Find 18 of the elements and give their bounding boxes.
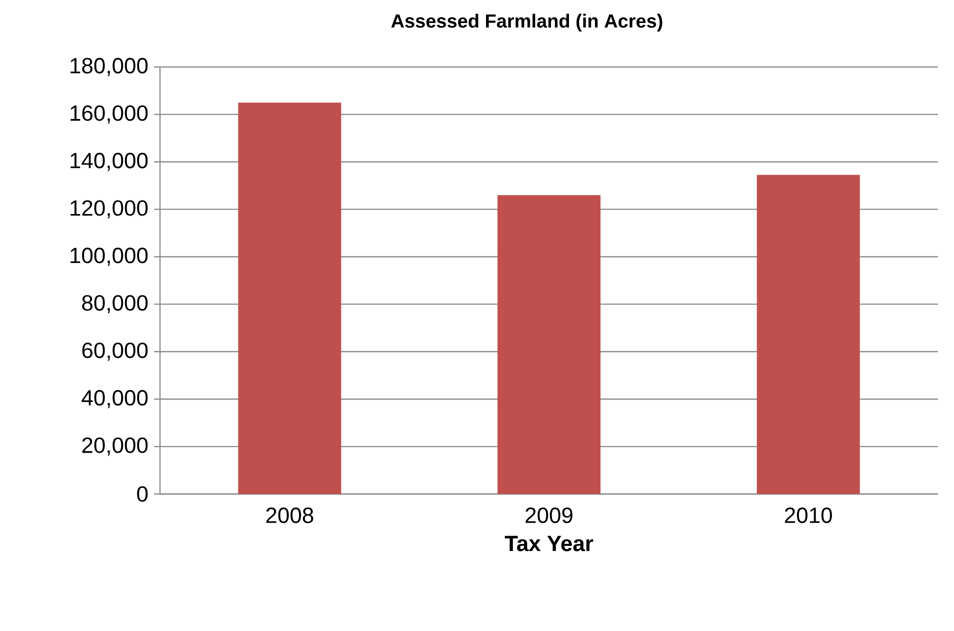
bar bbox=[238, 102, 342, 494]
y-tick-label: 20,000 bbox=[82, 437, 148, 456]
y-tick-label: 100,000 bbox=[70, 248, 148, 266]
y-tick-label: 180,000 bbox=[70, 58, 148, 76]
bar bbox=[756, 174, 860, 494]
y-tick-label: 140,000 bbox=[70, 152, 148, 171]
x-tick-label: 2008 bbox=[266, 508, 314, 524]
y-tick-label: 120,000 bbox=[70, 200, 148, 218]
y-tick-label: 60,000 bbox=[82, 342, 148, 361]
y-tick-label: 160,000 bbox=[70, 105, 148, 124]
bar bbox=[498, 195, 601, 494]
y-tick-label: 40,000 bbox=[82, 390, 148, 408]
x-tick-label: 2009 bbox=[526, 508, 572, 524]
x-tick-label: 2010 bbox=[784, 508, 832, 524]
chart-title: Assessed Farmland (in Acres) bbox=[391, 14, 662, 32]
x-axis-title: Tax Year bbox=[504, 536, 594, 552]
y-tick-label: 0 bbox=[137, 486, 148, 502]
y-tick-label: 80,000 bbox=[82, 295, 148, 314]
